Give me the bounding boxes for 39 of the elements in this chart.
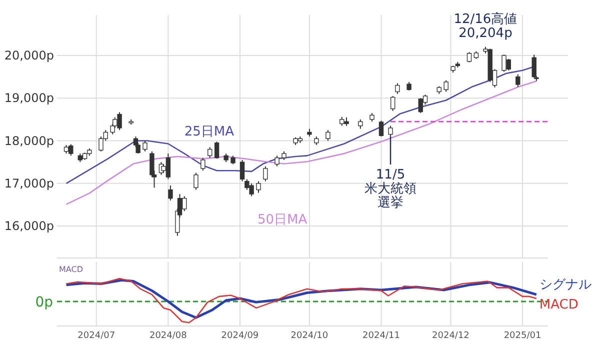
x-tick-label: 2025/01 [504, 331, 542, 341]
y-tick-label: 20,000p [4, 48, 54, 62]
x-tick-label: 2024/07 [78, 331, 116, 341]
candlestick [256, 180, 261, 194]
candlestick [516, 74, 520, 88]
annotation: 12/16高値 20,204p [454, 10, 518, 41]
series-label: MACD [539, 298, 578, 313]
candlestick [532, 54, 536, 78]
series-label: 25日MA [184, 124, 234, 140]
x-tick-label: 2024/10 [290, 331, 328, 341]
y-tick-label: 18,000p [4, 134, 54, 148]
candlestick [378, 120, 384, 137]
candlestick [395, 82, 400, 94]
series-label: シグナル [539, 278, 592, 293]
candlestick [194, 172, 198, 190]
candlestick [390, 96, 396, 112]
candlestick [142, 140, 148, 152]
text: 50日MA [257, 212, 308, 228]
x-tick-label: 2024/11 [362, 331, 400, 341]
y-tick-label: 17,000p [4, 176, 54, 190]
candlestick [200, 157, 206, 172]
ref-line-label: 0p [35, 294, 54, 310]
annotation: 11/5 米大統領選挙 [364, 168, 417, 210]
candlestick [214, 141, 220, 160]
y-tick-label: 16,000p [4, 219, 54, 234]
candlestick [388, 125, 393, 137]
candlestick [274, 155, 280, 167]
x-tick-label: 2024/12 [432, 331, 470, 341]
candlestick [466, 52, 472, 63]
candlestick [358, 118, 363, 130]
candlestick [168, 185, 173, 201]
candlestick [263, 166, 268, 182]
candlestick [326, 130, 330, 142]
text: MACD [59, 265, 83, 274]
y-tick-label: 19,000p [4, 91, 54, 106]
x-tick-label: 2024/08 [149, 331, 188, 341]
x-tick-label: 2024/09 [221, 331, 259, 341]
candlestick [208, 146, 212, 158]
candlestick [444, 80, 448, 92]
